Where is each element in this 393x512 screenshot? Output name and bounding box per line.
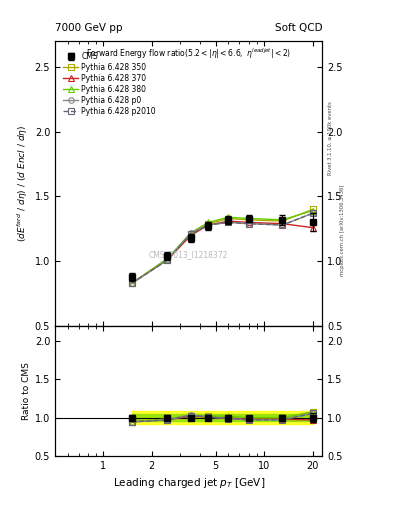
Pythia 6.428 p2010 — [310, 210, 315, 217]
Pythia 6.428 370 — [129, 280, 134, 286]
Pythia 6.428 370 — [189, 232, 193, 239]
Pythia 6.428 p2010 — [189, 231, 193, 237]
Text: Soft QCD: Soft QCD — [275, 23, 322, 33]
Pythia 6.428 p0 — [206, 222, 211, 228]
Pythia 6.428 p0 — [189, 230, 193, 236]
Pythia 6.428 370 — [206, 222, 211, 228]
Pythia 6.428 350 — [310, 206, 315, 212]
Y-axis label: Ratio to CMS: Ratio to CMS — [22, 362, 31, 420]
Pythia 6.428 p2010 — [280, 222, 285, 228]
Pythia 6.428 380 — [165, 255, 170, 262]
Line: Pythia 6.428 p2010: Pythia 6.428 p2010 — [129, 210, 315, 286]
Pythia 6.428 380 — [189, 230, 193, 236]
Pythia 6.428 p0 — [246, 221, 251, 227]
Pythia 6.428 370 — [280, 221, 285, 227]
Pythia 6.428 p2010 — [165, 257, 170, 263]
Text: 7000 GeV pp: 7000 GeV pp — [55, 23, 123, 33]
Line: Pythia 6.428 p0: Pythia 6.428 p0 — [129, 210, 315, 286]
Pythia 6.428 p0 — [280, 222, 285, 228]
Line: Pythia 6.428 350: Pythia 6.428 350 — [129, 207, 315, 286]
Pythia 6.428 350 — [206, 221, 211, 227]
Pythia 6.428 350 — [189, 231, 193, 237]
Text: mcplots.cern.ch [arXiv:1306.3436]: mcplots.cern.ch [arXiv:1306.3436] — [340, 185, 345, 276]
Pythia 6.428 370 — [226, 218, 231, 224]
Pythia 6.428 p0 — [310, 210, 315, 217]
Text: CMS_2013_I1218372: CMS_2013_I1218372 — [149, 250, 228, 259]
Y-axis label: $(dE^{fard}\ /\ d\eta)\ /\ (d\ Encl\ /\ d\eta)$: $(dE^{fard}\ /\ d\eta)\ /\ (d\ Encl\ /\ … — [16, 125, 31, 242]
Pythia 6.428 380 — [226, 214, 231, 220]
Pythia 6.428 p2010 — [226, 219, 231, 225]
Pythia 6.428 370 — [310, 224, 315, 230]
Pythia 6.428 p2010 — [206, 222, 211, 228]
Pythia 6.428 p0 — [129, 280, 134, 286]
Legend: CMS, Pythia 6.428 350, Pythia 6.428 370, Pythia 6.428 380, Pythia 6.428 p0, Pyth: CMS, Pythia 6.428 350, Pythia 6.428 370,… — [62, 51, 158, 117]
Pythia 6.428 p0 — [165, 257, 170, 263]
Text: Forward Energy flow ratio$(5.2 < |\eta| < 6.6,\ \eta^{leadjet}| < 2)$: Forward Energy flow ratio$(5.2 < |\eta| … — [86, 47, 291, 61]
Pythia 6.428 p2010 — [129, 280, 134, 286]
Pythia 6.428 380 — [129, 280, 134, 286]
Pythia 6.428 p0 — [226, 219, 231, 225]
Line: Pythia 6.428 380: Pythia 6.428 380 — [129, 208, 315, 286]
Pythia 6.428 380 — [246, 216, 251, 222]
Text: Rivet 3.1.10, ≥ 100k events: Rivet 3.1.10, ≥ 100k events — [328, 101, 333, 175]
Pythia 6.428 380 — [310, 208, 315, 214]
Pythia 6.428 350 — [226, 216, 231, 222]
Line: Pythia 6.428 370: Pythia 6.428 370 — [129, 218, 315, 286]
Pythia 6.428 350 — [246, 217, 251, 223]
Pythia 6.428 350 — [280, 218, 285, 224]
Pythia 6.428 370 — [246, 219, 251, 225]
Pythia 6.428 350 — [165, 255, 170, 262]
X-axis label: Leading charged jet $p_T$ [GeV]: Leading charged jet $p_T$ [GeV] — [112, 476, 265, 490]
Pythia 6.428 380 — [280, 217, 285, 223]
Pythia 6.428 370 — [165, 257, 170, 263]
Pythia 6.428 p2010 — [246, 221, 251, 227]
Pythia 6.428 350 — [129, 280, 134, 286]
Pythia 6.428 380 — [206, 219, 211, 225]
